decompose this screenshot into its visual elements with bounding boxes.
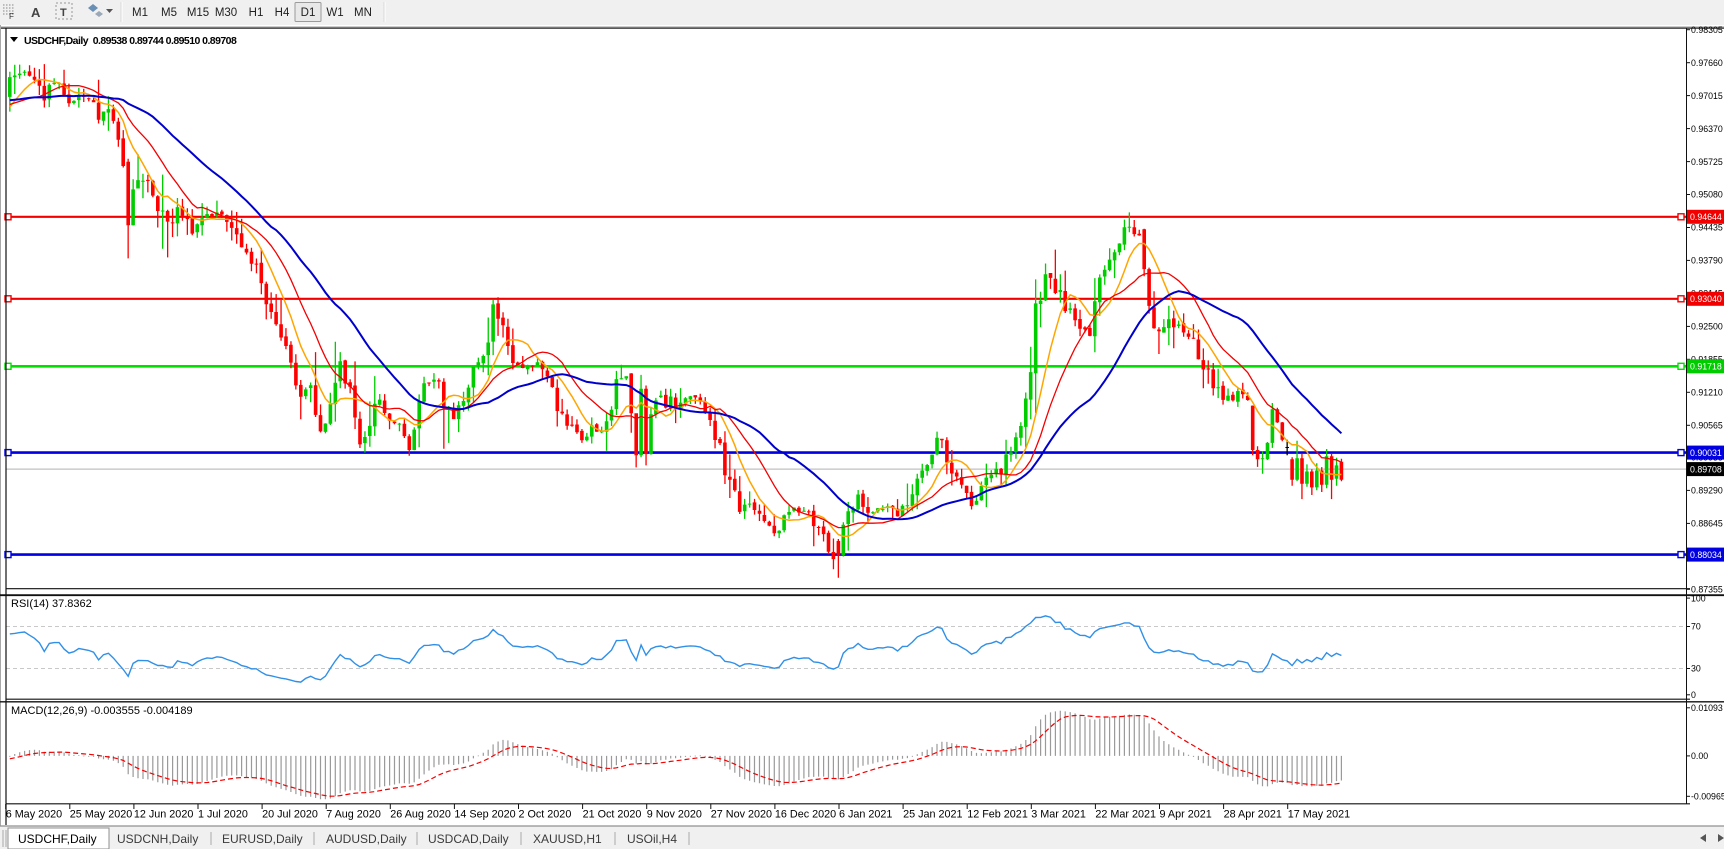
svg-text:M1: M1: [132, 7, 148, 19]
svg-text:0.91718: 0.91718: [1690, 362, 1722, 372]
svg-text:EURUSD,Daily: EURUSD,Daily: [222, 832, 303, 846]
svg-text:T: T: [60, 7, 67, 19]
svg-text:100: 100: [1691, 593, 1706, 603]
svg-text:H1: H1: [249, 7, 264, 19]
svg-text:0.91210: 0.91210: [1691, 388, 1723, 398]
svg-text:USDCHF,Daily: USDCHF,Daily: [18, 832, 97, 846]
svg-text:0: 0: [1691, 690, 1696, 700]
svg-text:USOil,H4: USOil,H4: [627, 832, 677, 846]
svg-text:0.97015: 0.97015: [1691, 91, 1723, 101]
svg-text:W1: W1: [326, 7, 343, 19]
svg-text:AUDUSD,Daily: AUDUSD,Daily: [326, 832, 407, 846]
svg-text:0.98305: 0.98305: [1691, 25, 1723, 35]
svg-text:M5: M5: [161, 7, 177, 19]
svg-text:70: 70: [1691, 622, 1701, 632]
svg-text:0.88034: 0.88034: [1690, 550, 1722, 560]
svg-text:12 Jun 2020: 12 Jun 2020: [134, 809, 193, 821]
svg-text:M15: M15: [187, 7, 209, 19]
svg-text:MN: MN: [354, 7, 372, 19]
svg-text:0.89708: 0.89708: [1690, 464, 1722, 474]
svg-text:0.93040: 0.93040: [1690, 294, 1722, 304]
svg-text:D1: D1: [301, 7, 316, 19]
svg-text:20 Jul 2020: 20 Jul 2020: [262, 809, 318, 821]
svg-text:F: F: [9, 12, 14, 21]
svg-text:A: A: [31, 5, 41, 20]
svg-text:0.97660: 0.97660: [1691, 58, 1723, 68]
svg-text:2 Oct 2020: 2 Oct 2020: [519, 809, 572, 821]
svg-text:0.88645: 0.88645: [1691, 519, 1723, 529]
svg-text:USDCNH,Daily: USDCNH,Daily: [117, 832, 198, 846]
svg-text:0.01093: 0.01093: [1691, 703, 1723, 713]
svg-text:3 Mar 2021: 3 Mar 2021: [1031, 809, 1086, 821]
svg-text:-0.00965: -0.00965: [1691, 792, 1724, 802]
svg-text:6 Jan 2021: 6 Jan 2021: [839, 809, 892, 821]
svg-text:25 Jan 2021: 25 Jan 2021: [903, 809, 962, 821]
svg-text:28 Apr 2021: 28 Apr 2021: [1224, 809, 1282, 821]
svg-text:21 Oct 2020: 21 Oct 2020: [583, 809, 642, 821]
svg-text:26 Aug 2020: 26 Aug 2020: [390, 809, 451, 821]
svg-text:RSI(14) 37.8362: RSI(14) 37.8362: [11, 598, 92, 610]
svg-text:0.95080: 0.95080: [1691, 190, 1723, 200]
svg-text:XAUUSD,H1: XAUUSD,H1: [533, 832, 602, 846]
svg-text:12 Feb 2021: 12 Feb 2021: [967, 809, 1028, 821]
svg-text:0.00: 0.00: [1691, 751, 1708, 761]
svg-text:16 Dec 2020: 16 Dec 2020: [775, 809, 836, 821]
svg-text:25 May 2020: 25 May 2020: [70, 809, 132, 821]
svg-text:27 Nov 2020: 27 Nov 2020: [711, 809, 772, 821]
svg-text:1 Jul 2020: 1 Jul 2020: [198, 809, 248, 821]
svg-text:14 Sep 2020: 14 Sep 2020: [454, 809, 515, 821]
svg-text:USDCAD,Daily: USDCAD,Daily: [428, 832, 509, 846]
svg-text:0.94435: 0.94435: [1691, 223, 1723, 233]
svg-text:17 May 2021: 17 May 2021: [1288, 809, 1350, 821]
svg-text:9 Nov 2020: 9 Nov 2020: [647, 809, 702, 821]
svg-text:0.89290: 0.89290: [1691, 486, 1723, 496]
svg-text:0.94644: 0.94644: [1690, 212, 1722, 222]
svg-text:30: 30: [1691, 664, 1701, 674]
svg-text:0.93790: 0.93790: [1691, 256, 1723, 266]
svg-text:0.96370: 0.96370: [1691, 124, 1723, 134]
svg-text:M30: M30: [215, 7, 237, 19]
svg-text:0.90565: 0.90565: [1691, 421, 1723, 431]
svg-text:0.87355: 0.87355: [1691, 585, 1723, 595]
svg-text:22 Mar 2021: 22 Mar 2021: [1095, 809, 1156, 821]
svg-text:0.90031: 0.90031: [1690, 448, 1722, 458]
svg-text:0.92500: 0.92500: [1691, 322, 1723, 332]
svg-text:9 Apr 2021: 9 Apr 2021: [1160, 809, 1212, 821]
svg-text:0.95725: 0.95725: [1691, 157, 1723, 167]
svg-text:H4: H4: [275, 7, 290, 19]
svg-text:MACD(12,26,9) -0.003555 -0.004: MACD(12,26,9) -0.003555 -0.004189: [11, 705, 193, 717]
svg-text:7 Aug 2020: 7 Aug 2020: [326, 809, 381, 821]
svg-text:USDCHF,Daily 0.89538 0.89744: USDCHF,Daily 0.89538 0.89744 0.89510 0.8…: [24, 35, 237, 47]
svg-text:6 May 2020: 6 May 2020: [6, 809, 62, 821]
